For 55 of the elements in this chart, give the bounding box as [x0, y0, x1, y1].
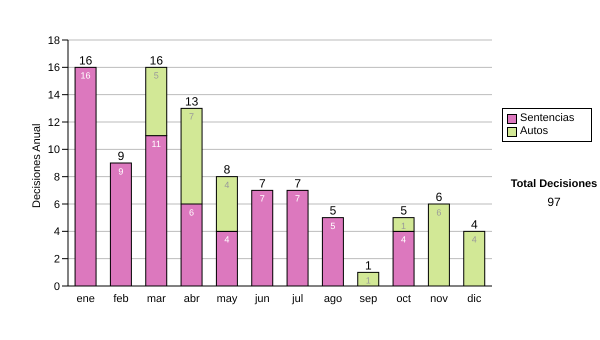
total-label: 1: [364, 258, 372, 272]
data-label: 7: [260, 194, 265, 204]
data-label: 6: [189, 207, 194, 218]
x-tick-label: ene: [76, 292, 95, 305]
legend-label: Autos: [520, 125, 548, 138]
y-tick-label: 4: [54, 226, 60, 238]
data-label: 9: [118, 166, 124, 176]
x-tick-label: nov: [430, 292, 448, 305]
total-label: 4: [470, 217, 478, 232]
data-label: 7: [295, 194, 300, 204]
data-label: 4: [224, 234, 230, 245]
total-label: 16: [150, 53, 164, 68]
total-label: 6: [436, 190, 443, 204]
data-label: 16: [80, 70, 91, 81]
x-tick-label: abr: [184, 292, 200, 305]
y-tick-label: 10: [48, 144, 60, 156]
text: 97: [546, 195, 562, 209]
x-tick-label: dic: [467, 292, 482, 305]
y-tick-label: 14: [48, 90, 60, 102]
total-label: 5: [330, 204, 337, 218]
total-label: 9: [118, 149, 125, 163]
data-label: 4: [472, 234, 477, 245]
y-tick-label: 8: [54, 172, 60, 184]
data-label: 4: [401, 234, 406, 245]
x-tick-label: sep: [359, 292, 378, 305]
y-tick-label: 18: [48, 34, 60, 47]
legend-label: Sentencias: [520, 112, 574, 125]
total-label: 5: [400, 204, 408, 218]
y-tick-label: 0: [54, 280, 60, 293]
data-label: 11: [152, 139, 161, 150]
data-label: 6: [436, 207, 442, 218]
y-axis-title: Decisiones Anual: [30, 124, 43, 208]
y-tick-label: 6: [54, 198, 60, 211]
total-label: 7: [258, 176, 266, 190]
y-tick-label: 12: [48, 116, 60, 129]
data-label: 1: [401, 221, 406, 232]
total-label: 7: [294, 176, 302, 190]
x-tick-label: feb: [113, 292, 129, 305]
data-label: 7: [189, 112, 194, 122]
x-tick-label: may: [216, 292, 238, 305]
data-label: 1: [366, 276, 371, 286]
data-label: 5: [154, 70, 159, 81]
x-tick-label: jun: [254, 292, 270, 305]
x-tick-label: ago: [324, 292, 342, 305]
total-label: 13: [184, 94, 199, 108]
x-tick-label: oct: [396, 292, 412, 305]
y-tick-label: 2: [54, 254, 60, 266]
text: Total Decisiones: [510, 178, 598, 190]
x-tick-label: mar: [146, 292, 166, 305]
total-label: 8: [224, 162, 231, 177]
data-label: 4: [224, 180, 230, 190]
total-label: 16: [78, 53, 93, 68]
y-tick-label: 16: [48, 62, 60, 74]
x-tick-label: jul: [291, 292, 304, 305]
data-label: 5: [330, 221, 336, 232]
